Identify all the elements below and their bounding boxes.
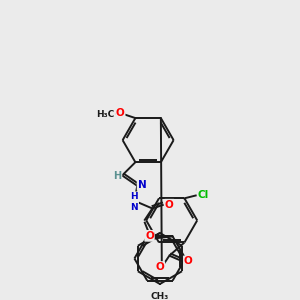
Text: O: O (184, 256, 193, 266)
Text: O: O (155, 262, 164, 272)
Text: H
N: H N (130, 192, 138, 212)
Text: H₃C: H₃C (96, 110, 114, 119)
Text: O: O (145, 231, 154, 241)
Text: H: H (113, 171, 122, 182)
Text: O: O (116, 108, 124, 118)
Text: N: N (138, 180, 146, 190)
Text: CH₃: CH₃ (151, 292, 169, 300)
Text: O: O (165, 200, 174, 210)
Text: Cl: Cl (198, 190, 209, 200)
